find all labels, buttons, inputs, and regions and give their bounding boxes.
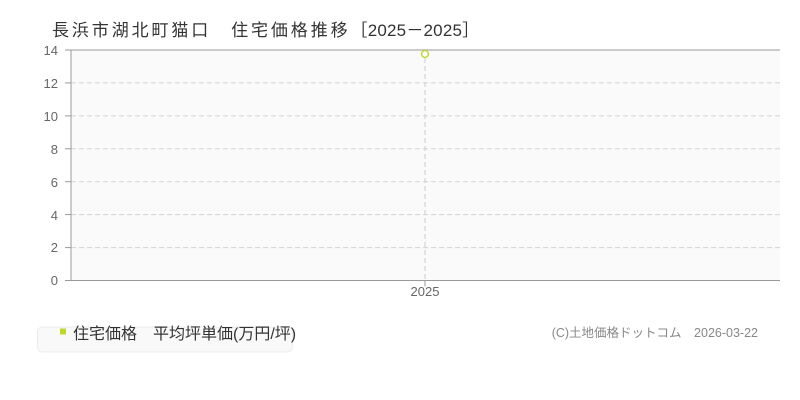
svg-text:2025: 2025	[411, 284, 440, 299]
svg-text:4: 4	[51, 208, 58, 223]
svg-text:2: 2	[51, 240, 58, 255]
svg-text:(C)土地価格ドットコム 2026-03-22: (C)土地価格ドットコム 2026-03-22	[552, 325, 758, 340]
svg-text:8: 8	[51, 142, 58, 157]
svg-text:14: 14	[44, 43, 58, 58]
svg-text:10: 10	[44, 109, 58, 124]
svg-text:0: 0	[51, 273, 58, 288]
svg-text:住宅価格 平均坪単価(万円/坪): 住宅価格 平均坪単価(万円/坪)	[73, 325, 296, 343]
svg-text:12: 12	[44, 76, 58, 91]
svg-text:6: 6	[51, 175, 58, 190]
